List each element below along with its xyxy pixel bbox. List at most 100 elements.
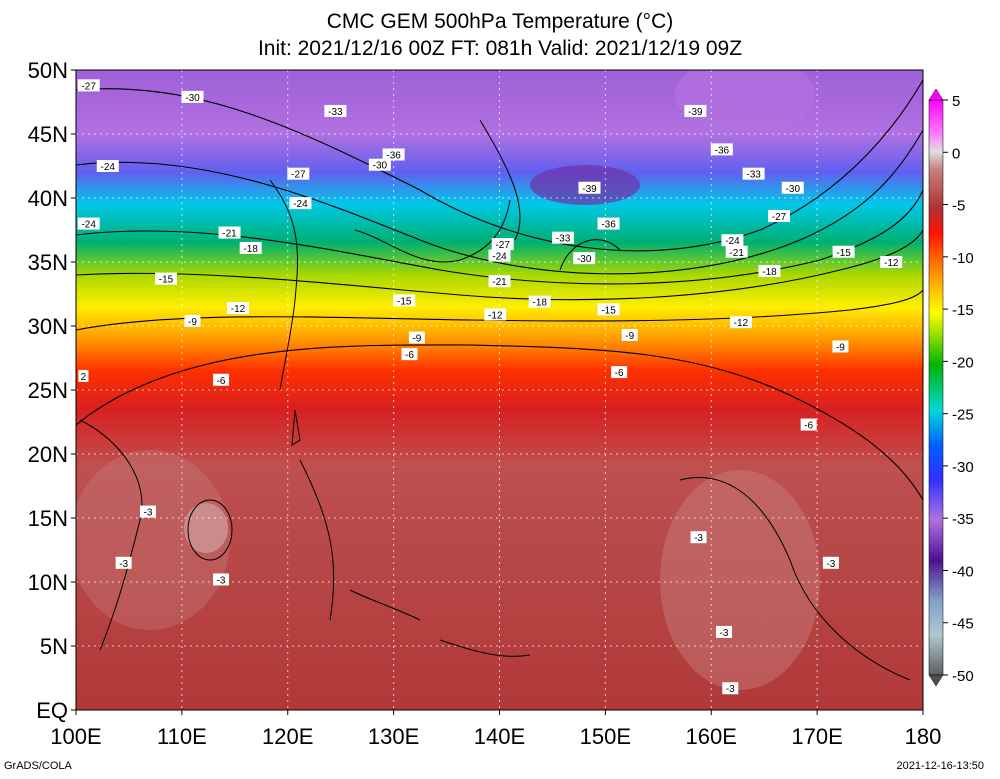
contour-label: -12: [231, 304, 246, 315]
contour-label-box: [832, 245, 855, 258]
contour-label-box: [488, 275, 511, 288]
contour-label: -36: [386, 150, 401, 161]
contour-label-box: [715, 625, 732, 638]
contour-label-box: [822, 556, 839, 569]
contour-label: -33: [746, 170, 761, 181]
cold-pool-northeast: [675, 70, 815, 135]
contour-label: -6: [615, 368, 624, 379]
contour-label-box: [96, 160, 119, 172]
contour-label-box: [758, 264, 781, 277]
footer-timestamp: 2021-12-16-13:50: [896, 760, 984, 772]
contour-label: -30: [373, 161, 388, 172]
colorbar-label: -40: [952, 563, 974, 580]
colorbar-label: -45: [952, 616, 974, 633]
contour-label-box: [213, 573, 230, 586]
footer-credit: GrADS/COLA: [4, 760, 72, 772]
y-tick-label: 15N: [28, 506, 68, 531]
y-tick-label: 10N: [28, 570, 68, 595]
contour-label: -21: [492, 277, 507, 288]
x-tick-label: 120E: [262, 724, 313, 749]
contour-label-box: [289, 197, 312, 210]
contour-label: -27: [81, 81, 96, 92]
contour-label: -39: [688, 107, 703, 118]
contour-label: -21: [222, 229, 237, 240]
colorbar-scale: [928, 99, 944, 676]
contour-label: -33: [556, 234, 571, 245]
contour-label: -30: [786, 184, 801, 195]
y-tick-label: 30N: [28, 314, 68, 339]
warm-spot: [184, 503, 228, 553]
contour-label-box: [115, 556, 132, 569]
contour-label: -12: [488, 310, 503, 321]
y-tick-label: EQ: [36, 698, 68, 723]
contour-label-box: [722, 682, 739, 695]
colorbar-label: -35: [952, 511, 974, 528]
chart-title: CMC GEM 500hPa Temperature (°C): [326, 10, 674, 33]
contour-label-box: [611, 366, 628, 379]
contour-label-box: [78, 369, 89, 382]
contour-label-box: [573, 252, 596, 265]
contour-label: 2: [81, 372, 87, 383]
contour-label: -3: [217, 575, 226, 586]
contour-label: -24: [492, 252, 507, 263]
contour-label: -30: [577, 254, 592, 265]
lat-lon-grid: [76, 70, 923, 710]
contour-label: -24: [81, 220, 96, 231]
contour-label: -36: [601, 220, 616, 231]
contour-label: -30: [185, 93, 200, 104]
contour-label: -15: [601, 305, 616, 316]
colorbar-label: -15: [952, 302, 974, 319]
contour-label: -15: [397, 296, 412, 307]
contour-label: -9: [836, 342, 845, 353]
contour-label-box: [408, 331, 425, 344]
contour-label: -39: [582, 184, 597, 195]
contour-label-box: [218, 226, 241, 239]
contour-label: -27: [772, 212, 787, 223]
contour-label: -36: [715, 145, 730, 156]
colorbar-label: 0: [952, 145, 960, 162]
y-tick-label: 50N: [28, 58, 68, 83]
contour-label-box: [684, 104, 707, 117]
chart-subtitle: Init: 2021/12/16 00Z FT: 081h Valid: 202…: [257, 37, 743, 60]
contour-label-box: [725, 245, 748, 258]
contour-label-box: [181, 90, 204, 103]
contour-label: -3: [144, 508, 153, 519]
contour-label-box: [880, 256, 903, 268]
contour-label: -18: [533, 298, 548, 309]
contour-label: -27: [291, 170, 306, 181]
contour-label: -21: [729, 248, 744, 259]
contour-label-box: [690, 531, 707, 544]
contour-label: -24: [725, 236, 740, 247]
contour-label: -3: [694, 533, 703, 544]
contour-label-box: [393, 294, 416, 307]
x-tick-label: 110E: [157, 724, 207, 749]
contour-label-box: [597, 303, 620, 316]
contour-label-box: [597, 217, 620, 230]
contour-label-box: [139, 505, 156, 518]
contour-label-box: [154, 272, 177, 285]
contour-label: -18: [762, 267, 777, 278]
contour-label: -3: [119, 559, 128, 570]
contour-label-box: [710, 143, 733, 156]
contour-label: -9: [412, 334, 421, 345]
contour-label-box: [729, 316, 752, 329]
x-tick-label: 180: [905, 724, 942, 749]
contour-label: -12: [734, 318, 749, 329]
contour-label: -15: [836, 248, 851, 259]
y-tick-label: 5N: [40, 634, 68, 659]
contour-label: -12: [884, 258, 899, 269]
contour-label-box: [368, 158, 391, 171]
contour-label-box: [382, 148, 405, 161]
warm-region-west: [76, 450, 230, 630]
contour-label-box: [491, 238, 514, 251]
warm-region-east: [660, 470, 820, 690]
contour-label-box: [213, 373, 230, 386]
y-tick-label: 45N: [28, 122, 68, 147]
isotherm-contours: [76, 79, 923, 501]
coastlines: [79, 119, 911, 681]
contour-label: -3: [726, 684, 735, 695]
contour-label-box: [184, 314, 201, 327]
contour-label: -18: [243, 244, 258, 255]
contour-label-box: [484, 308, 507, 321]
contour-label: -6: [405, 350, 414, 361]
